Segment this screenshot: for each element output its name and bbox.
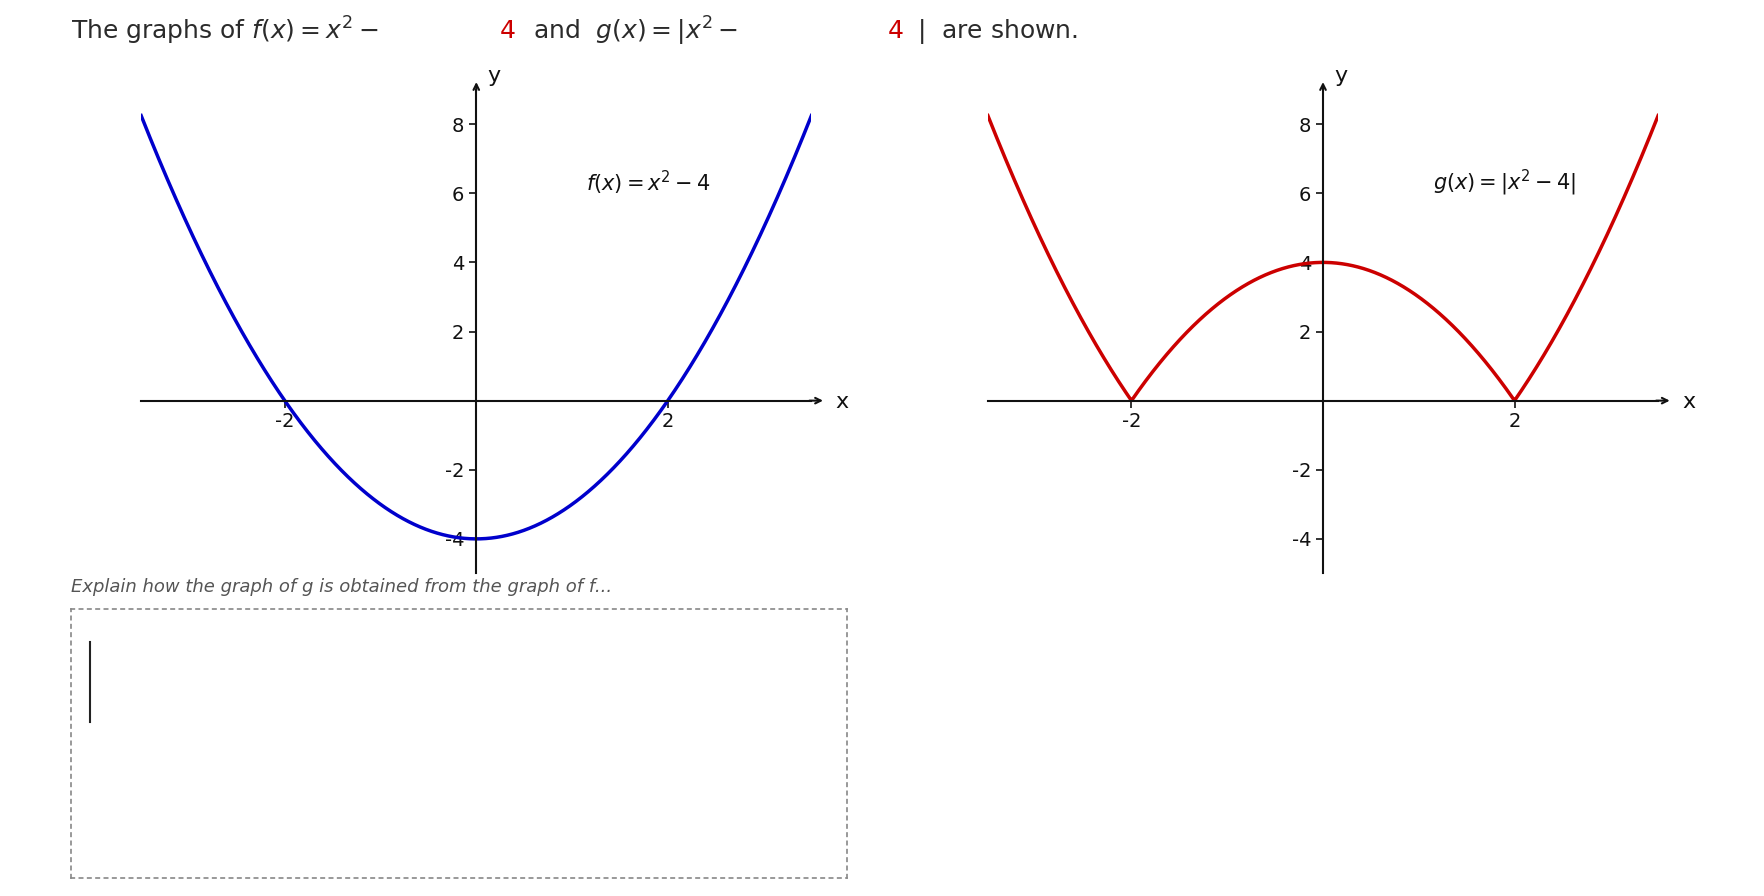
Text: $f(x) = x^2 - 4$: $f(x) = x^2 - 4$: [586, 168, 711, 197]
Text: x: x: [1683, 392, 1695, 412]
Text: $|$  are shown.: $|$ are shown.: [917, 17, 1078, 46]
Text: $4$: $4$: [887, 20, 903, 43]
Text: and  $g(x) = |x^2 -$: and $g(x) = |x^2 -$: [533, 14, 737, 48]
Text: $4$: $4$: [499, 20, 515, 43]
Text: $g(x) = |x^2 - 4|$: $g(x) = |x^2 - 4|$: [1432, 168, 1577, 198]
Text: The graphs of $f(x) = x^2 -$: The graphs of $f(x) = x^2 -$: [71, 15, 377, 47]
Text: y: y: [489, 66, 501, 86]
Text: Explain how the graph of g is obtained from the graph of f...: Explain how the graph of g is obtained f…: [71, 578, 612, 596]
Text: y: y: [1335, 66, 1348, 86]
Text: x: x: [836, 392, 848, 412]
